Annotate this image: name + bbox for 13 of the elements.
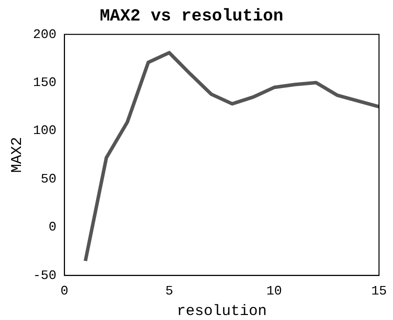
x-tick-label: 0 [60, 284, 68, 299]
y-tick-label: 200 [33, 26, 56, 42]
x-tick-label: 15 [371, 284, 387, 299]
y-tick-label: 0 [48, 220, 56, 235]
chart-title: MAX2 vs resolution [100, 7, 284, 26]
y-tick-label: 50 [40, 171, 56, 186]
x-tick-label: 5 [165, 284, 174, 299]
y-tick-label: 150 [33, 75, 56, 90]
y-tick-label: -50 [33, 268, 56, 283]
x-axis-title: resolution [176, 302, 267, 320]
y-tick-label: 100 [33, 123, 56, 138]
x-tick-label: 10 [266, 284, 282, 299]
y-axis-title: MAX2 [8, 136, 26, 173]
